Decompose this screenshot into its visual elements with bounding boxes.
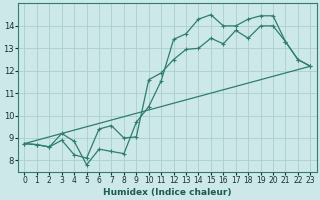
X-axis label: Humidex (Indice chaleur): Humidex (Indice chaleur) [103, 188, 232, 197]
